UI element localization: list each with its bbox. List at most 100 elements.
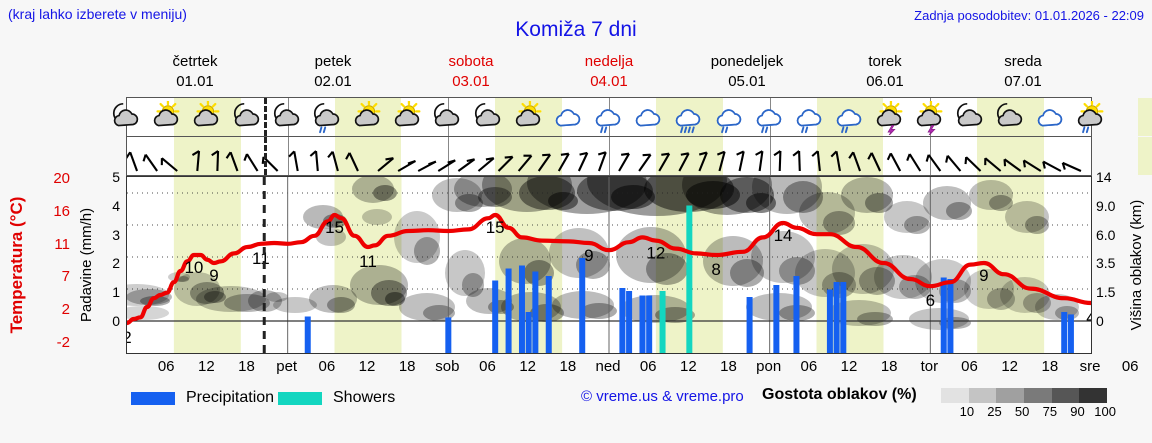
temperature-tick: 16 <box>53 202 70 220</box>
precipitation-bar <box>840 282 847 353</box>
gridlines <box>127 177 1091 353</box>
precipitation-bar <box>646 295 653 353</box>
x-tick-label: 06 <box>318 358 336 375</box>
precipitation-bar <box>1061 312 1068 353</box>
precipitation-tick: 2 <box>112 255 120 272</box>
x-tick-label: pet <box>276 358 298 375</box>
cloud-density-legend-title: Gostota oblakov (%) <box>762 386 917 403</box>
cloud-height-axis-title: Višina oblakov (km) <box>1124 176 1150 354</box>
temperature-curve <box>127 212 1091 326</box>
day-separator-5 <box>930 137 932 175</box>
moon-cloud-icon <box>228 99 268 137</box>
temperature-axis-title: Temperatura (°C) <box>4 176 30 354</box>
showers-legend-label: Showers <box>333 389 396 406</box>
day-column-2: petek 02.01 <box>264 52 402 96</box>
temperature-annotations: 2 10 9 11 15 11 15 9 12 8 14 6 9 4 <box>127 218 1091 347</box>
temperature-label: 10 <box>184 258 203 277</box>
x-tick-label: 18 <box>880 358 898 375</box>
day-date: 03.01 <box>452 73 490 90</box>
cloud-height-axis-title-text: Višina oblakov (km) <box>1128 199 1145 331</box>
x-tick-label: sob <box>435 358 460 375</box>
precipitation-axis-title-text: Padavine (mm/h) <box>78 207 95 323</box>
moon-cloud-icon <box>428 99 468 137</box>
precipitation-bars <box>304 205 1074 353</box>
day-date: 04.01 <box>590 73 628 90</box>
moon-cloud-icon <box>469 99 509 137</box>
precipitation-legend-label: Precipitation <box>186 389 275 406</box>
cloud-icon <box>629 99 669 137</box>
temperature-label: 6 <box>926 291 935 310</box>
temperature-label: 9 <box>584 246 593 265</box>
day-column-3: sobota 03.01 <box>402 52 540 96</box>
temperature-tick: 11 <box>54 235 70 253</box>
x-tick-label: 18 <box>720 358 737 375</box>
sun-cloud-rain-icon <box>1071 99 1111 137</box>
moon-cloud-icon <box>107 99 147 137</box>
x-axis-labels: 06 12 18 pet 06 12 18 sob 06 12 18 ned 06 12 18 pon 06 12… <box>126 358 1139 380</box>
cloud-height-tick: 3.5 <box>1096 255 1116 272</box>
cloud-density-color-scale <box>941 388 1108 403</box>
copyright-link[interactable]: © vreme.us & vreme.pro <box>581 388 744 405</box>
day-column-7: sreda 07.01 <box>954 52 1092 96</box>
cloud-rain-icon <box>830 99 870 137</box>
last-update-label: Zadnja posodobitev: 01.01.2026 - 22:09 <box>914 8 1144 23</box>
x-tick-label: 12 <box>358 358 376 375</box>
moon-cloud-rain-icon <box>308 99 348 137</box>
day-name: petek <box>314 53 352 70</box>
cloud-density-tick: 100 <box>1094 404 1117 419</box>
cloud-rain-icon <box>790 99 830 137</box>
temperature-label: 11 <box>359 252 377 271</box>
cloud-rain-icon <box>710 99 750 137</box>
cloud-rain-icon <box>750 99 790 137</box>
cloud-density-scale-labels: 10 25 50 75 90 100 <box>931 404 1117 422</box>
cloud-density-tick: 75 <box>1042 404 1058 419</box>
temperature-tick: 20 <box>53 170 70 187</box>
sun-cloud-icon <box>509 99 549 137</box>
precipitation-bar <box>947 279 954 353</box>
forecast-plot: 2 10 9 11 15 11 15 9 12 8 14 6 9 4 <box>126 176 1092 354</box>
cloud-density-swatch-6 <box>1079 388 1108 403</box>
wind-barb-panel <box>126 137 1152 176</box>
precipitation-bar <box>1067 314 1074 353</box>
day-date: 02.01 <box>314 73 352 90</box>
sun-cloud-storm-icon <box>910 99 950 137</box>
day-header-row: četrtek 01.01 petek 02.01 sobota 03.01 nedelja… <box>126 52 1092 96</box>
temperature-label: 9 <box>209 266 218 285</box>
cloud-density-tick: 25 <box>987 404 1002 419</box>
sun-cloud-storm-icon <box>870 99 910 137</box>
showers-bar <box>686 205 693 353</box>
current-time-marker <box>264 137 268 175</box>
cloud-density-swatch-3 <box>996 388 1025 403</box>
precipitation-bar <box>826 289 833 353</box>
cloud-density-swatch-1 <box>941 388 969 403</box>
daylight-band-6 <box>977 137 1045 175</box>
day-name: sobota <box>448 53 494 70</box>
temperature-label: 4 <box>1086 308 1091 327</box>
temperature-label: 2 <box>127 328 132 347</box>
sun-cloud-icon <box>348 99 388 137</box>
temperature-label: 14 <box>774 226 793 245</box>
cloud-density-swatch-4 <box>1024 388 1052 403</box>
x-tick-label: tor <box>920 358 939 375</box>
x-tick-label: 06 <box>639 358 657 375</box>
precipitation-bar <box>304 316 311 353</box>
current-time-marker <box>264 98 268 136</box>
temperature-label: 15 <box>325 218 344 237</box>
day-date: 05.01 <box>728 73 766 90</box>
sun-cloud-icon <box>187 99 227 137</box>
day-date: 07.01 <box>1004 73 1042 90</box>
x-tick-label: 18 <box>559 358 577 375</box>
precipitation-bar <box>525 312 532 353</box>
x-tick-label: 18 <box>398 358 416 375</box>
x-tick-label: 06 <box>157 358 175 375</box>
sun-cloud-icon <box>388 99 428 137</box>
temperature-tick: 2 <box>61 301 70 318</box>
day-name: torek <box>868 53 902 70</box>
x-tick-label: 12 <box>519 358 536 375</box>
precipitation-bar <box>545 276 552 353</box>
precipitation-bar <box>579 258 586 353</box>
precipitation-bar <box>833 282 840 353</box>
temperature-tick: 7 <box>61 268 70 286</box>
day-date: 01.01 <box>176 73 214 90</box>
day-name: četrtek <box>172 53 218 70</box>
